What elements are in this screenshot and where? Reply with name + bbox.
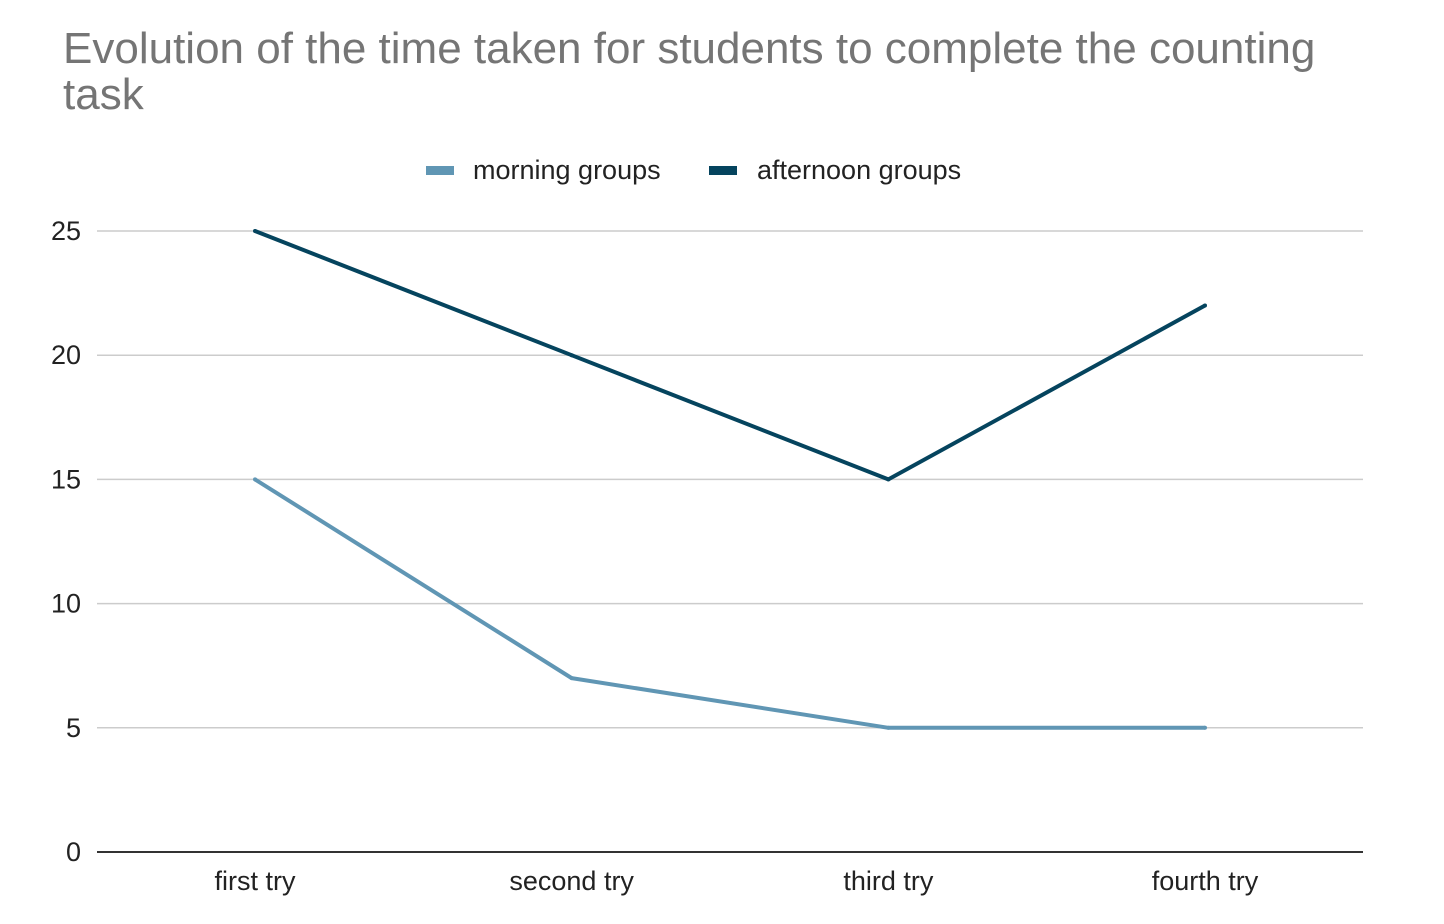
axes: 0 5 10 15 20 25 first try second try third try fo… [51,216,1363,896]
data-point [253,477,257,482]
x-tick-label: second try [509,866,634,896]
legend-label: afternoon groups [757,155,961,185]
legend-label: morning groups [473,155,661,185]
data-point [886,725,891,730]
x-tick-label: third try [843,866,934,896]
gridlines [97,230,1363,729]
data-point [569,676,574,681]
chart-title: Evolution of the time taken for students… [63,24,1316,119]
series-lines [253,229,1207,730]
x-tick-label: fourth try [1152,866,1259,896]
legend-swatch [426,166,454,175]
data-point [253,229,257,233]
data-point [1203,725,1207,730]
y-tick-label: 5 [66,713,81,743]
y-tick-label: 15 [51,464,81,494]
y-tick-label: 0 [66,837,81,867]
y-tick-label: 20 [51,340,81,370]
data-point [569,353,574,358]
y-tick-label: 10 [51,589,81,619]
series-line-afternoon-groups [254,229,1206,482]
x-tick-label: first try [215,866,296,896]
legend-swatch [709,166,737,175]
legend: morning groups afternoon groups [426,155,961,185]
data-point [886,477,891,482]
y-tick-label: 25 [51,216,81,246]
data-point [1203,303,1207,308]
series-line-morning-groups [253,477,1205,730]
